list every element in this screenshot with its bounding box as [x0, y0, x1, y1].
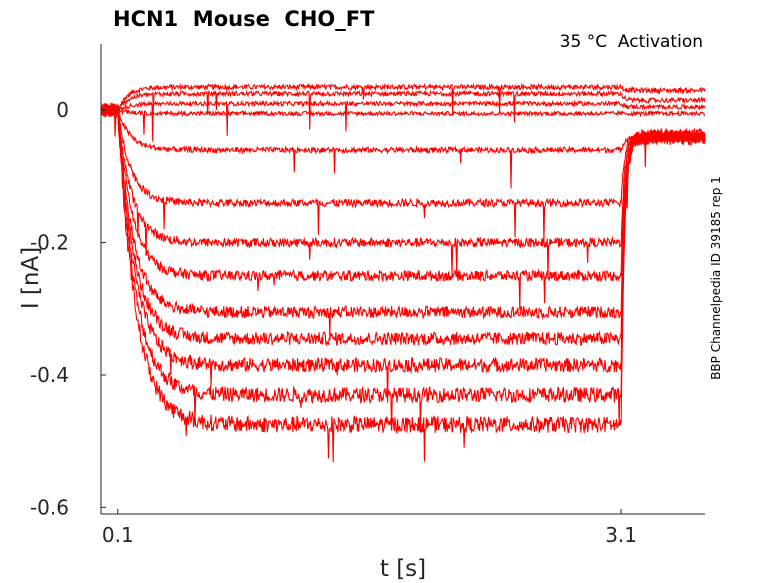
y-axis-label: I [nA]: [18, 247, 44, 309]
y-tick-label: -0.2: [30, 231, 69, 255]
series-line: [100, 106, 705, 135]
series-line: [100, 104, 706, 338]
chart-annotation: 35 °C Activation: [560, 32, 703, 52]
y-tick-label: -0.6: [30, 495, 69, 519]
series-line: [100, 105, 706, 242]
plot-area: [100, 82, 706, 463]
series-line: [100, 99, 706, 142]
series-line: [100, 103, 706, 433]
y-tick-label: -0.4: [30, 363, 69, 387]
y-tick-label: 0: [56, 98, 69, 122]
y-ticks: 0 -0.2 -0.4 -0.6: [30, 98, 106, 519]
series-line: [100, 105, 706, 311]
series-line: [100, 106, 706, 189]
x-axis-label: t [s]: [380, 556, 426, 582]
series-line: [100, 103, 706, 403]
chart-title: HCN1 Mouse CHO_FT: [113, 7, 375, 31]
series-line: [100, 89, 706, 130]
x-tick-label: 0.1: [102, 523, 134, 547]
x-tick-label: 3.1: [605, 523, 637, 547]
x-ticks: 0.1 3.1: [102, 509, 637, 547]
series-line: [100, 102, 706, 463]
series-line: [100, 105, 706, 278]
side-label: BBP Channelpedia ID 39185 rep 1: [709, 176, 723, 380]
series-line: [100, 104, 706, 347]
series-line: [100, 82, 706, 115]
